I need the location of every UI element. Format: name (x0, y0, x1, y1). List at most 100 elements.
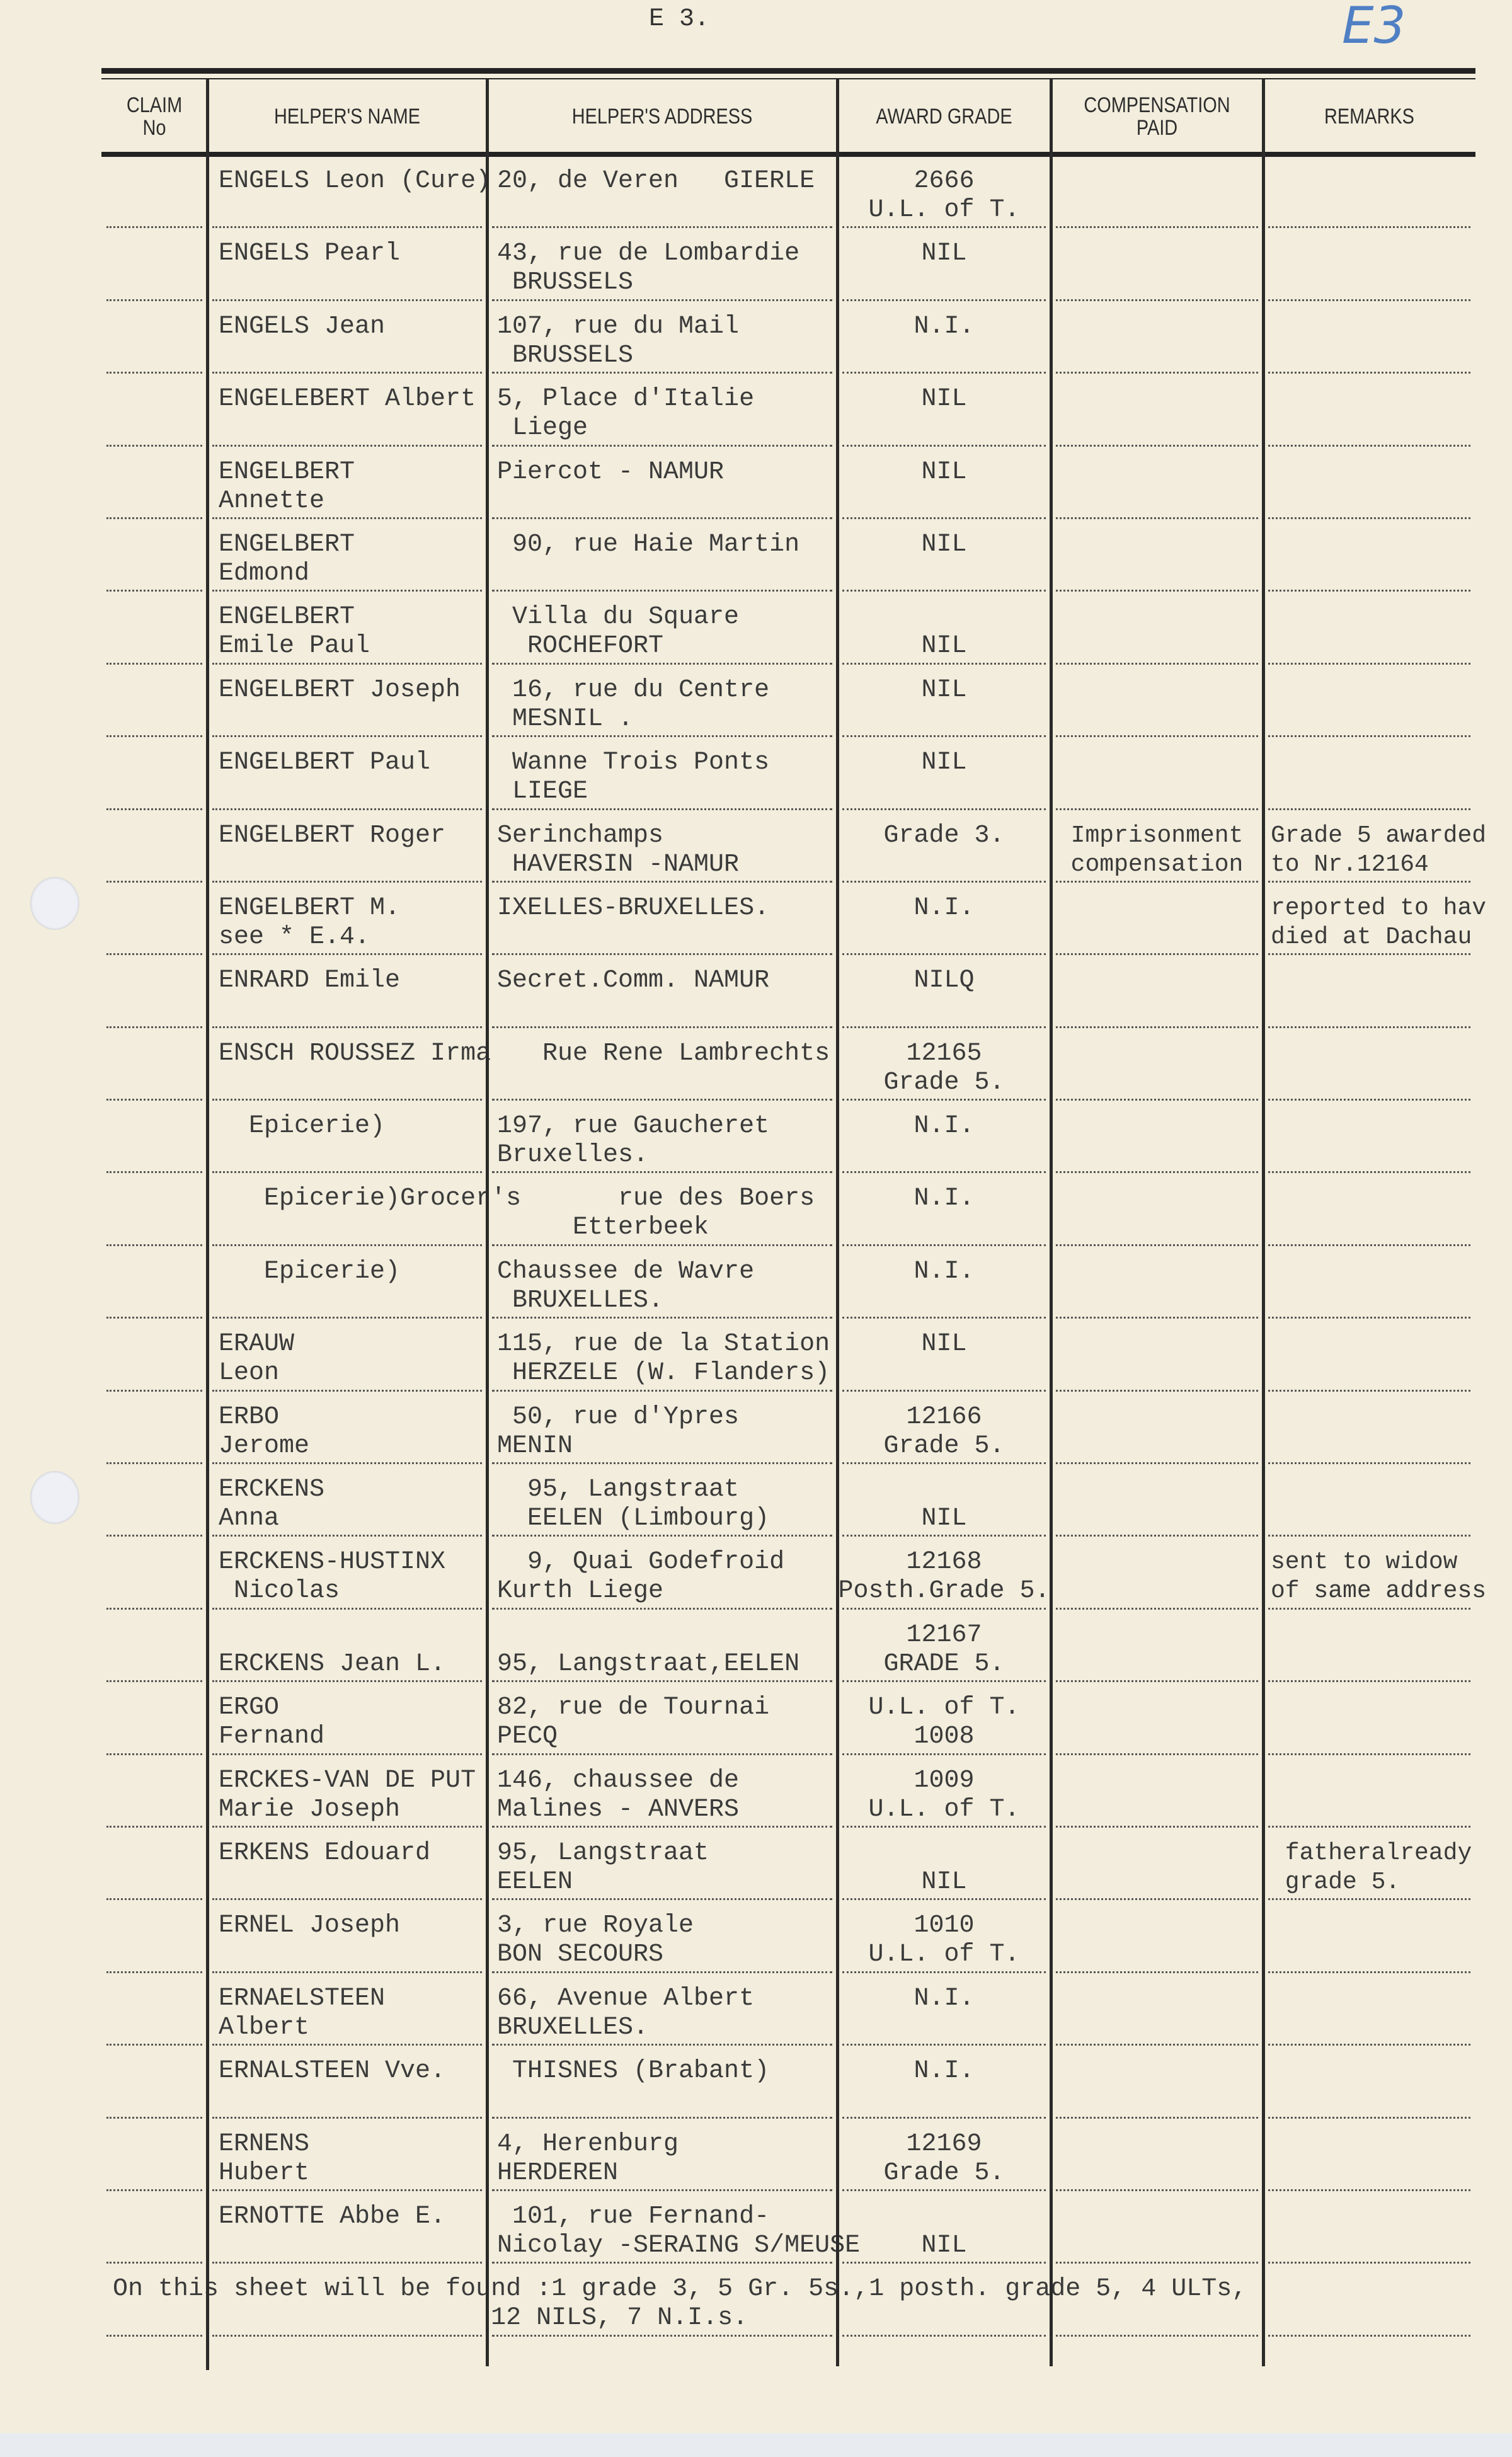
summary-line: 12 NILS, 7 N.I.s. (113, 2304, 748, 2333)
award-grade-line: 12165 (906, 1039, 982, 1068)
helper-address-cell: 16, rue du Centre MESNIL . (487, 665, 837, 738)
helper-name-cell: ERBO Jerome (207, 1392, 487, 1465)
compensation-cell (1051, 1900, 1263, 1974)
helper-name-cell: ENGELS Jean (207, 301, 487, 374)
compensation-cell (1051, 1755, 1263, 1828)
remarks-line: Grade 5 awarded (1271, 822, 1487, 849)
claim-no-cell (101, 2191, 207, 2264)
helper-address-line: Wanne Trois Ponts (497, 748, 770, 777)
helper-name-line: ENGELBERT (219, 530, 355, 559)
claim-no-cell (101, 228, 207, 302)
summary-text: On this sheet will be found :1 grade 3, … (113, 2275, 1247, 2333)
helper-name-line: Marie Joseph (219, 1795, 401, 1824)
award-grade-cell: NIL (837, 1828, 1051, 1901)
helper-address-line: Malines - ANVERS (497, 1795, 740, 1824)
remarks-cell (1263, 1682, 1475, 1755)
claim-no-cell (101, 1392, 207, 1465)
award-grade-line: N.I. (914, 893, 975, 922)
award-grade-cell: 2666 U.L. of T. (837, 156, 1051, 229)
compensation-cell (1051, 955, 1263, 1029)
table-row: ENGELBERT Edmond 90, rue Haie Martin NIL (101, 519, 1475, 592)
compensation-cell (1051, 374, 1263, 447)
remarks-cell (1263, 1392, 1475, 1465)
helper-name-cell: ERNOTTE Abbe E. (207, 2191, 487, 2264)
award-grade-line: GRADE 5. (883, 1649, 1005, 1678)
helper-name-line: Epicerie) (219, 1257, 401, 1286)
helper-address-line: Piercot - NAMUR (497, 457, 724, 486)
helper-name-line: ENGELBERT Roger (219, 821, 446, 850)
helper-name-cell: ENGELBERT M. see * E.4. (207, 883, 487, 956)
compensation-cell (1051, 1464, 1263, 1537)
remarks-line: of same address (1271, 1578, 1487, 1605)
helper-address-cell: 197, rue Gaucheret Bruxelles. (487, 1101, 837, 1174)
award-grade-line: Grade 5. (883, 1431, 1005, 1460)
award-grade-cell: N.I. (837, 2046, 1051, 2119)
helper-address-line: EELEN (497, 1867, 573, 1896)
table-row: ERCKENS Anna 95, Langstraat EELEN (Limbou… (101, 1464, 1475, 1537)
helper-address-cell: Secret.Comm. NAMUR (487, 955, 837, 1029)
table-row: ENGELEBERT Albert 5, Place d'Italie Liege… (101, 374, 1475, 447)
compensation-cell (1051, 1682, 1263, 1755)
claim-no-cell (101, 301, 207, 374)
helper-address-cell: IXELLES-BRUXELLES. (487, 883, 837, 956)
remarks-cell (1263, 2191, 1475, 2264)
remarks-cell (1263, 955, 1475, 1029)
award-grade-line: 1010 (914, 1911, 975, 1940)
helper-name-line: ERGO (219, 1693, 280, 1722)
table-row: ENGELS Pearl 43, rue de Lombardie BRUSSEL… (101, 228, 1475, 302)
award-grade-line: NIL (921, 457, 967, 486)
helper-name-line: ERCKES-VAN DE PUT (219, 1766, 476, 1795)
column-divider (836, 79, 839, 2366)
award-grade-cell: 12167 GRADE 5. (837, 1610, 1051, 1683)
summary-cell (207, 2264, 487, 2337)
award-grade-line (837, 2202, 1051, 2231)
helper-address-line: MENIN (497, 1431, 573, 1460)
helper-name-line: ENGELEBERT Albert (219, 385, 476, 414)
award-grade-line: NIL (921, 1867, 967, 1896)
helper-name-line: ERBO (219, 1402, 280, 1431)
helper-address-cell: 20, de Veren GIERLE (487, 156, 837, 229)
remarks-cell (1263, 228, 1475, 302)
header-helper-name: HELPER'S NAME (274, 105, 420, 129)
claim-no-cell (101, 1028, 207, 1101)
award-grade-cell: 1009 U.L. of T. (837, 1755, 1051, 1828)
award-grade-cell: N.I. (837, 1246, 1051, 1319)
table-row: ERCKENS Jean L. 95, Langstraat,EELEN 12167… (101, 1610, 1475, 1683)
award-grade-line: Grade 5. (883, 1068, 1005, 1097)
claim-no-cell (101, 592, 207, 665)
remarks-line: grade 5. (1271, 1868, 1400, 1896)
helper-name-line: ERKENS Edouard (219, 1838, 431, 1867)
helper-address-line: EELEN (Limbourg) (497, 1504, 770, 1533)
helper-name-cell: Epicerie) (207, 1101, 487, 1174)
table-row: ENGELBERT Annette Piercot - NAMUR NIL (101, 447, 1475, 520)
award-grade-cell: N.I. (837, 1173, 1051, 1247)
table-row: ENGELBERT Joseph 16, rue du Centre MESNI… (101, 665, 1475, 738)
helper-address-line: HERZELE (W. Flanders) (497, 1359, 830, 1388)
helper-address-cell: 4, Herenburg HERDEREN (487, 2119, 837, 2192)
helper-name-cell: ERCKENS-HUSTINX Nicolas (207, 1537, 487, 1610)
helper-address-line: BRUSSELS (497, 268, 634, 297)
helper-name-cell: ENGELEBERT Albert (207, 374, 487, 447)
helper-name-line: Jerome (219, 1431, 310, 1460)
helper-name-line: ERCKENS Jean L. (219, 1649, 446, 1678)
helper-name-cell: ENGELBERT Roger (207, 810, 487, 883)
award-grade-cell: N.I. (837, 301, 1051, 374)
table-row: ENGELBERT M. see * E.4. IXELLES-BRUXELLES.… (101, 883, 1486, 956)
compensation-cell: Imprisonment compensation (1051, 810, 1263, 883)
compensation-cell (1051, 1610, 1263, 1683)
award-grade-cell: NIL (837, 374, 1051, 447)
claim-no-cell (101, 1246, 207, 1319)
compensation-cell (1051, 1392, 1263, 1465)
award-grade-cell: 12168 Posth.Grade 5. (837, 1537, 1051, 1610)
helper-address-line (497, 1621, 837, 1650)
helper-name-line: Anna (219, 1504, 280, 1533)
helper-address-line: ROCHEFORT (497, 632, 664, 661)
table-row: ERNALSTEEN Vve. THISNES (Brabant) N.I. (101, 2046, 1475, 2119)
award-grade-cell: 12165 Grade 5. (837, 1028, 1051, 1101)
remarks-cell (1263, 665, 1475, 738)
helper-address-line: BRUXELLES. (497, 1286, 664, 1315)
summary-cell (837, 2264, 1051, 2337)
award-grade-cell: NIL (837, 447, 1051, 520)
helper-address-cell: 43, rue de Lombardie BRUSSELS (487, 228, 837, 302)
claim-no-cell (101, 2046, 207, 2119)
